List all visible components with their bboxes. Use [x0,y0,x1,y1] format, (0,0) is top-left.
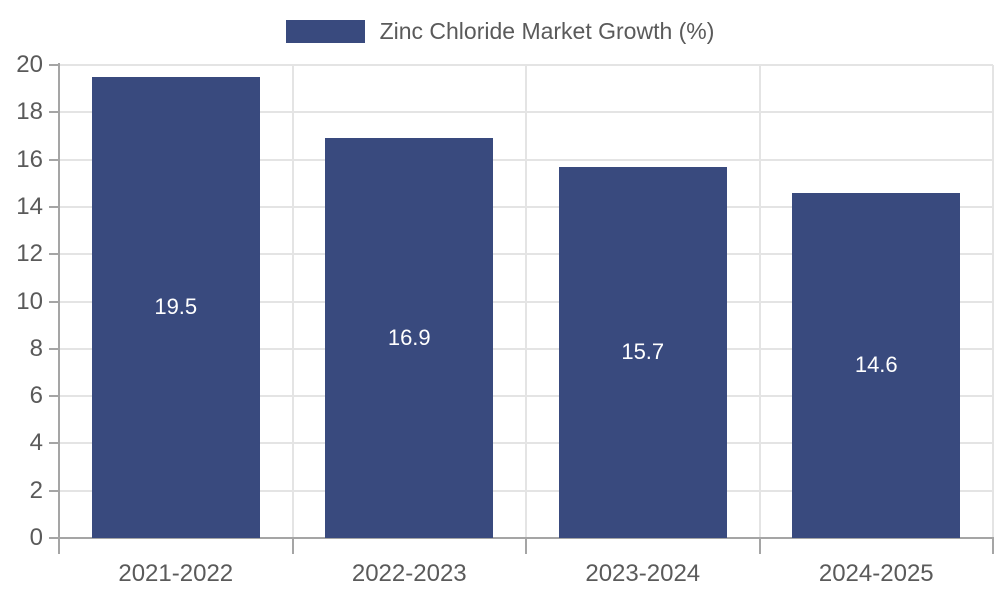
legend: Zinc Chloride Market Growth (%) [0,17,1000,45]
y-tick-label: 14 [16,192,43,220]
y-tick [49,537,59,539]
bar [91,76,260,538]
x-gridline [992,65,994,538]
y-tick [49,64,59,66]
bar-value-label: 19.5 [154,294,198,320]
y-tick-label: 4 [29,429,43,457]
x-tick-label: 2022-2023 [351,560,467,587]
bar [792,192,961,538]
x-axis-line [58,537,994,539]
bar-value-label: 16.9 [387,325,431,351]
legend-label: Zinc Chloride Market Growth (%) [379,17,715,44]
y-tick [49,442,59,445]
x-tick [525,538,527,554]
x-tick-label: 2021-2022 [118,560,234,587]
bar [325,138,494,538]
y-tick [49,347,59,350]
legend-swatch [285,19,365,43]
y-tick [49,111,59,114]
y-tick-label: 0 [29,524,43,551]
y-tick-label: 20 [16,51,43,78]
bar-value-label: 14.6 [854,352,898,378]
y-tick [49,300,59,303]
y-tick-label: 18 [16,98,43,126]
x-gridline [525,65,527,538]
y-tick-label: 12 [16,240,43,268]
bar-value-label: 15.7 [621,339,665,365]
y-tick [49,205,59,208]
x-gridline [758,65,761,538]
y-tick-label: 2 [29,476,43,504]
y-tick-label: 6 [29,382,43,410]
x-tick [758,538,761,554]
y-tick [49,395,59,398]
y-tick [49,489,59,492]
y-axis-line [58,63,60,554]
y-tick [49,253,59,256]
x-tick-label: 2024-2025 [818,560,934,587]
x-tick-label: 2023-2024 [585,560,701,587]
y-tick-label: 10 [16,287,43,315]
x-tick [992,538,994,554]
y-tick [49,158,59,161]
y-tick-label: 16 [16,145,43,173]
bar [558,166,727,538]
x-gridline [291,65,294,538]
y-tick-label: 8 [29,334,43,362]
x-tick [291,538,294,554]
